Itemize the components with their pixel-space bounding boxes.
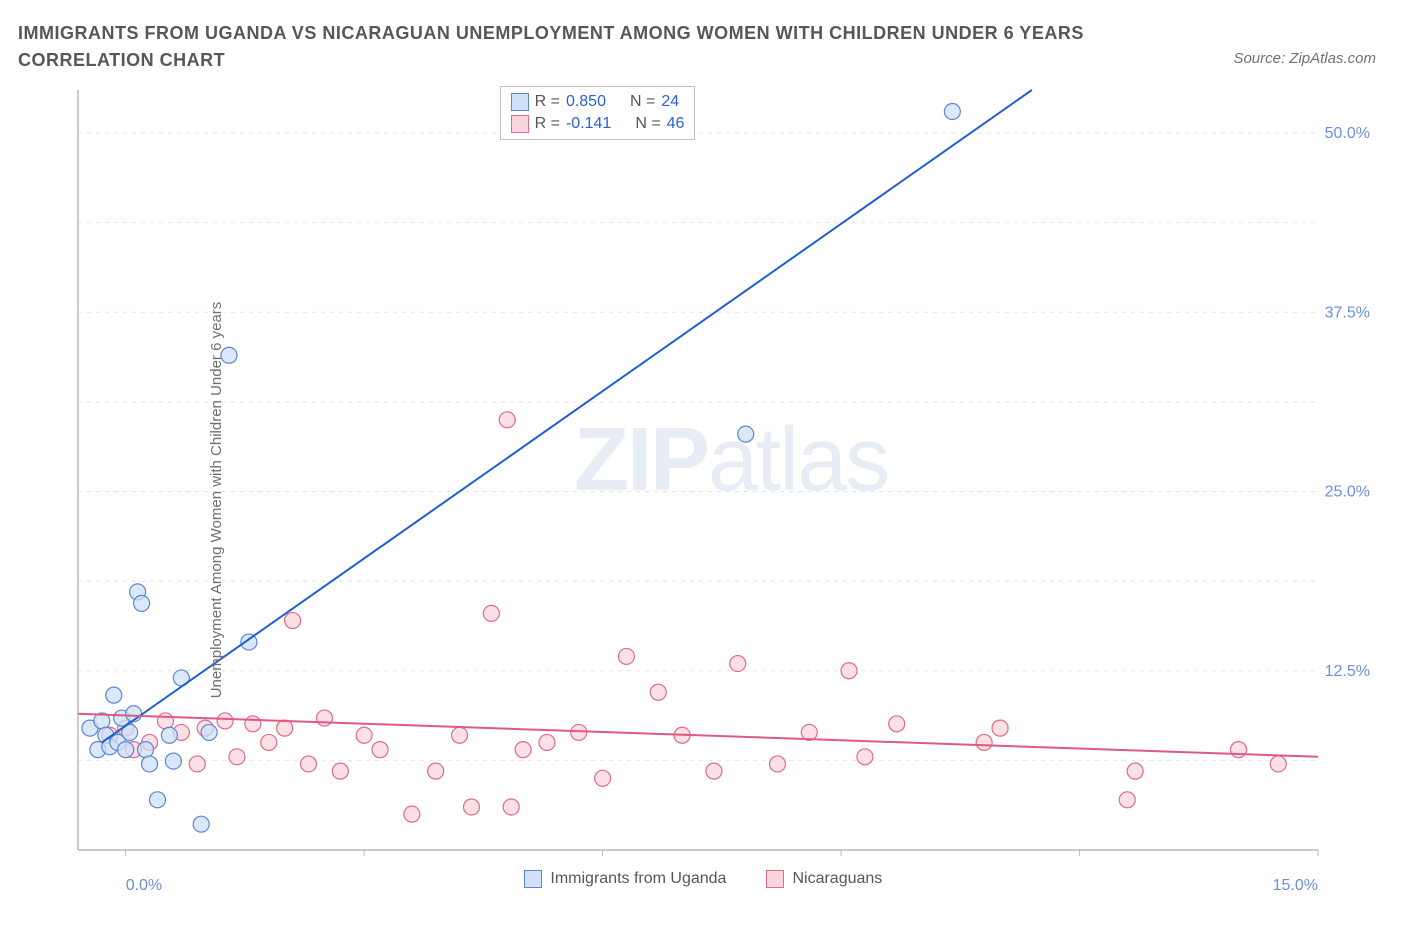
correlation-legend: R =0.850N =24R =-0.141N =46 (500, 86, 696, 140)
legend-swatch (511, 93, 529, 111)
chart-container: Unemployment Among Women with Children U… (18, 80, 1386, 920)
n-value: 24 (661, 93, 679, 111)
legend-swatch (766, 870, 784, 888)
series-legend: Immigrants from Uganda Nicaraguans (524, 870, 882, 888)
svg-text:37.5%: 37.5% (1325, 304, 1370, 321)
legend-swatch (524, 870, 542, 888)
svg-text:12.5%: 12.5% (1325, 663, 1370, 680)
legend-item: Immigrants from Uganda (524, 870, 726, 888)
y-axis-label: Unemployment Among Women with Children U… (208, 302, 225, 699)
source-attribution: Source: ZipAtlas.com (1233, 50, 1376, 67)
n-value: 46 (667, 115, 685, 133)
svg-text:25.0%: 25.0% (1325, 484, 1370, 501)
legend-series-name: Nicaraguans (792, 870, 882, 888)
n-label: N = (630, 93, 655, 111)
r-value: -0.141 (566, 115, 611, 133)
legend-row: R = -0.141 N = 46 (511, 113, 685, 135)
svg-text:15.0%: 15.0% (1273, 877, 1318, 894)
chart-title: IMMIGRANTS FROM UGANDA VS NICARAGUAN UNE… (18, 20, 1206, 74)
svg-text:50.0%: 50.0% (1325, 125, 1370, 142)
r-label: R = (535, 93, 560, 111)
n-label: N = (635, 115, 660, 133)
svg-text:0.0%: 0.0% (126, 877, 162, 894)
legend-swatch (511, 115, 529, 133)
legend-item: Nicaraguans (766, 870, 882, 888)
legend-row: R = 0.850 N = 24 (511, 91, 685, 113)
r-value: 0.850 (566, 93, 606, 111)
legend-series-name: Immigrants from Uganda (550, 870, 726, 888)
r-label: R = (535, 115, 560, 133)
